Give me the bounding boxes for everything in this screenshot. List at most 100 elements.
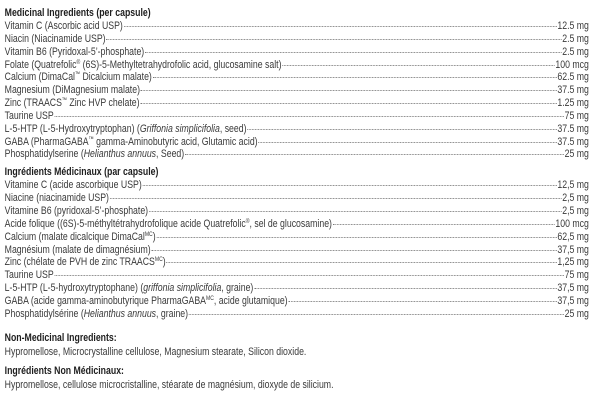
dot-leader bbox=[106, 38, 562, 40]
trademark-symbol: ™ bbox=[88, 135, 94, 143]
name-text: Folate (Quatrefolic bbox=[4, 58, 77, 71]
dot-leader bbox=[54, 115, 564, 117]
dot-leader bbox=[123, 26, 557, 27]
ingredient-name: Magnésium (malate de dimagnésium) bbox=[5, 244, 151, 257]
botanical-name: Helianthus annuus bbox=[83, 307, 157, 320]
ingredient-name: L-5-HTP (L-5-hydroxytryptophane) (griffo… bbox=[5, 282, 254, 295]
ingredient-row: Vitamin C (Ascorbic acid USP) 12.5 mg bbox=[5, 20, 589, 33]
ingredient-row: Folate (Quatrefolic® (6S)-5-Methyltetrah… bbox=[5, 59, 589, 72]
name-text: Zinc (chélate de PVH de zinc TRAACS bbox=[4, 256, 155, 269]
name-text: Zinc (TRAACS bbox=[4, 97, 62, 110]
botanical-name: Helianthus annuus bbox=[83, 148, 157, 161]
dot-leader bbox=[282, 64, 555, 66]
name-text: (6S)-5-Methyltetrahydrofolic acid, gluco… bbox=[80, 58, 282, 71]
ingredient-name: Niacin (Niacinamide USP) bbox=[5, 33, 106, 46]
ingredient-name: Phosphatidylsérine (Helianthus annuus, g… bbox=[5, 308, 188, 321]
trademark-symbol: ® bbox=[245, 217, 250, 225]
ingredient-amount: 1.25 mg bbox=[557, 97, 589, 110]
name-text: Vitamin C (Ascorbic acid USP) bbox=[4, 20, 123, 32]
ingredient-amount: 100 mcg bbox=[555, 58, 589, 71]
non-medicinal-heading: Non-Medicinal Ingredients: bbox=[4, 331, 117, 344]
ingredient-name: Vitamin C (Ascorbic acid USP) bbox=[5, 20, 123, 33]
ingredient-amount: 37.5 mg bbox=[557, 135, 589, 148]
ingredient-name: Vitamine B6 (pyridoxal-5’-phosphate) bbox=[5, 205, 148, 218]
name-text: L-5-HTP (L-5-Hydroxytryptophan) ( bbox=[4, 122, 140, 135]
dot-leader bbox=[152, 77, 557, 79]
ingredient-row: Taurine USP 75 mg bbox=[5, 110, 589, 123]
ingredient-row: Niacin (Niacinamide USP) 2.5 mg bbox=[5, 33, 589, 46]
ingredient-row: Magnesium (DiMagnesium malate) 37.5 mg bbox=[5, 84, 589, 97]
ingredient-amount: 2.5 mg bbox=[562, 45, 589, 58]
dot-leader bbox=[156, 236, 557, 238]
trademark-symbol: MC bbox=[144, 230, 153, 238]
ingredient-name: Acide folique ((6S)-5-méthyltétrahydrofo… bbox=[5, 218, 332, 231]
dot-leader bbox=[254, 288, 557, 290]
ingredient-row: Taurine USP 75 mg bbox=[5, 269, 589, 282]
ingredient-row: Vitamin B6 (Pyridoxal-5’-phosphate) 2.5 m… bbox=[5, 46, 589, 59]
ingredient-row: Magnésium (malate de dimagnésium) 37,5 mg bbox=[5, 244, 589, 257]
name-text: Niacin (Niacinamide USP) bbox=[4, 32, 106, 45]
dot-leader bbox=[140, 103, 557, 105]
name-text: gamma-Aminobutyric acid, Glutamic acid) bbox=[93, 135, 258, 148]
medicinal-ingredients-list: Vitamin C (Ascorbic acid USP) 12.5 mg Niac… bbox=[5, 20, 589, 161]
trademark-symbol: ™ bbox=[61, 97, 67, 105]
trademark-symbol: MC bbox=[205, 294, 214, 302]
ingredient-name: Zinc (TRAACS™ Zinc HVP chelate) bbox=[5, 97, 140, 110]
name-text: Taurine USP bbox=[4, 109, 54, 122]
name-text: ) bbox=[152, 230, 156, 243]
dot-leader bbox=[166, 262, 557, 264]
name-text: Taurine USP bbox=[4, 269, 54, 282]
ingredient-amount: 75 mg bbox=[564, 109, 589, 122]
dot-leader bbox=[151, 249, 557, 251]
dot-leader bbox=[109, 198, 562, 200]
medicinal-ingredients-list-fr: Vitamine C (acide ascorbique USP) 12,5 mg… bbox=[5, 179, 589, 320]
ingredient-amount: 100 mcg bbox=[555, 217, 589, 230]
ingredient-amount: 62.5 mg bbox=[557, 71, 589, 84]
dot-leader bbox=[148, 210, 562, 212]
name-text: , sel de glucosamine) bbox=[249, 217, 332, 230]
ingredient-row: Zinc (chélate de PVH de zinc TRAACSMC) 1,… bbox=[5, 256, 589, 269]
dot-leader bbox=[142, 185, 557, 187]
name-text: Phosphatidylsérine ( bbox=[4, 307, 84, 320]
ingredient-amount: 75 mg bbox=[564, 269, 589, 282]
name-text: , acide glutamique) bbox=[213, 294, 288, 307]
name-text: Magnésium (malate de dimagnésium) bbox=[4, 243, 151, 256]
dot-leader bbox=[288, 300, 557, 302]
name-text: Calcium (malate dicalcique DimaCal bbox=[4, 230, 145, 243]
ingredient-row: L-5-HTP (L-5-Hydroxytryptophan) (Griffon… bbox=[5, 123, 589, 136]
ingredient-amount: 12.5 mg bbox=[557, 20, 589, 32]
ingredient-amount: 25 mg bbox=[564, 148, 589, 161]
name-text: , graine) bbox=[156, 307, 189, 320]
name-text: Dicalcium malate) bbox=[80, 71, 152, 84]
ingredient-row: Calcium (DimaCal™ Dicalcium malate) 62.5 … bbox=[5, 71, 589, 84]
ingredient-name: Folate (Quatrefolic® (6S)-5-Methyltetrah… bbox=[5, 59, 282, 72]
name-text: Calcium (DimaCal bbox=[4, 71, 75, 84]
ingredient-amount: 2.5 mg bbox=[562, 32, 589, 45]
ingredient-name: Zinc (chélate de PVH de zinc TRAACSMC) bbox=[5, 256, 166, 269]
ingredient-name: Vitamine C (acide ascorbique USP) bbox=[5, 179, 142, 192]
dot-leader bbox=[140, 90, 557, 92]
name-text: Acide folique ((6S)-5-méthyltétrahydrofo… bbox=[4, 217, 246, 230]
ingredient-amount: 37,5 mg bbox=[557, 243, 589, 256]
ingredient-name: Phosphatidylserine (Helianthus annuus, S… bbox=[5, 148, 185, 161]
trademark-symbol: ™ bbox=[74, 71, 81, 79]
ingredient-amount: 62,5 mg bbox=[557, 230, 589, 243]
ingredient-amount: 37.5 mg bbox=[557, 84, 589, 97]
name-text: Niacine (niacinamide USP) bbox=[4, 192, 109, 205]
trademark-symbol: MC bbox=[154, 256, 163, 264]
ingredient-row: Vitamine B6 (pyridoxal-5’-phosphate) 2,5 … bbox=[5, 205, 589, 218]
dot-leader bbox=[144, 51, 562, 53]
ingredient-row: Vitamine C (acide ascorbique USP) 12,5 mg bbox=[5, 179, 589, 192]
name-text: , Seed) bbox=[156, 148, 185, 161]
ingredient-name: Taurine USP bbox=[5, 269, 54, 282]
dot-leader bbox=[184, 154, 564, 156]
ingredient-name: L-5-HTP (L-5-Hydroxytryptophan) (Griffon… bbox=[5, 123, 247, 136]
ingredient-amount: 37,5 mg bbox=[557, 294, 589, 307]
ingredient-row: Zinc (TRAACS™ Zinc HVP chelate) 1.25 mg bbox=[5, 97, 589, 110]
ingredient-row: Phosphatidylsérine (Helianthus annuus, g… bbox=[5, 308, 589, 321]
ingredient-name: Calcium (DimaCal™ Dicalcium malate) bbox=[5, 71, 152, 84]
name-text: Vitamine B6 (pyridoxal-5’-phosphate) bbox=[4, 204, 149, 217]
name-text: Vitamine C (acide ascorbique USP) bbox=[4, 179, 142, 192]
name-text: , seed) bbox=[219, 122, 247, 135]
ingredient-row: L-5-HTP (L-5-hydroxytryptophane) (griffo… bbox=[5, 282, 589, 295]
